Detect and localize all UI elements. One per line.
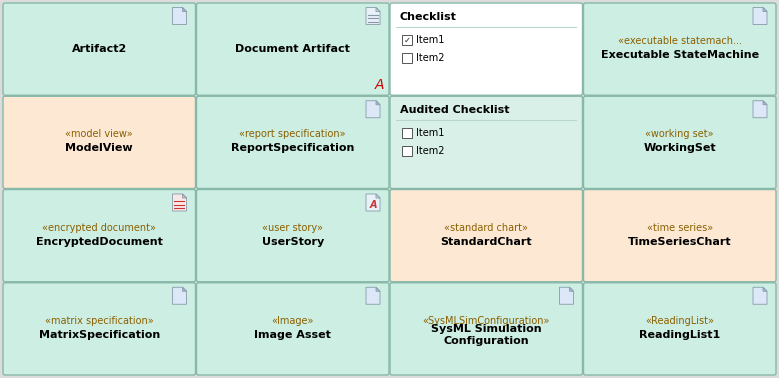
Text: «report specification»: «report specification» bbox=[239, 129, 346, 139]
Text: Executable StateMachine: Executable StateMachine bbox=[601, 50, 759, 60]
Polygon shape bbox=[763, 287, 767, 291]
FancyBboxPatch shape bbox=[390, 283, 583, 375]
Text: «executable statemach...: «executable statemach... bbox=[618, 36, 742, 46]
FancyBboxPatch shape bbox=[583, 283, 776, 375]
FancyBboxPatch shape bbox=[583, 189, 776, 282]
FancyBboxPatch shape bbox=[390, 3, 583, 95]
Text: «SysMLSimConfiguration»: «SysMLSimConfiguration» bbox=[422, 316, 550, 326]
Text: «ReadingList»: «ReadingList» bbox=[645, 316, 714, 326]
Text: StandardChart: StandardChart bbox=[440, 237, 532, 246]
FancyBboxPatch shape bbox=[196, 189, 389, 282]
Text: Artifact2: Artifact2 bbox=[72, 44, 127, 54]
Text: «matrix specification»: «matrix specification» bbox=[45, 316, 153, 326]
Text: «encrypted document»: «encrypted document» bbox=[42, 223, 156, 232]
Text: ReportSpecification: ReportSpecification bbox=[231, 143, 354, 153]
Polygon shape bbox=[753, 287, 767, 304]
Polygon shape bbox=[172, 287, 186, 304]
Polygon shape bbox=[172, 194, 186, 211]
Polygon shape bbox=[366, 101, 380, 118]
Text: ✓: ✓ bbox=[404, 36, 411, 45]
Text: A: A bbox=[374, 78, 384, 92]
Text: Audited Checklist: Audited Checklist bbox=[400, 105, 509, 115]
FancyBboxPatch shape bbox=[3, 189, 196, 282]
Polygon shape bbox=[182, 194, 186, 198]
Polygon shape bbox=[763, 8, 767, 11]
FancyBboxPatch shape bbox=[196, 96, 389, 189]
Polygon shape bbox=[753, 8, 767, 25]
Text: «working set»: «working set» bbox=[646, 129, 714, 139]
Polygon shape bbox=[366, 287, 380, 304]
Polygon shape bbox=[182, 287, 186, 291]
Text: Item1: Item1 bbox=[416, 35, 444, 45]
FancyBboxPatch shape bbox=[402, 146, 412, 156]
Polygon shape bbox=[376, 101, 380, 105]
Polygon shape bbox=[182, 8, 186, 11]
Text: Document Artifact: Document Artifact bbox=[235, 44, 351, 54]
FancyBboxPatch shape bbox=[402, 128, 412, 138]
Text: Item2: Item2 bbox=[416, 53, 445, 63]
Polygon shape bbox=[366, 8, 380, 25]
Text: Item1: Item1 bbox=[416, 128, 444, 138]
Text: SysML Simulation
Configuration: SysML Simulation Configuration bbox=[431, 324, 541, 345]
Polygon shape bbox=[569, 287, 573, 291]
FancyBboxPatch shape bbox=[583, 3, 776, 95]
Polygon shape bbox=[559, 287, 573, 304]
Text: Image Asset: Image Asset bbox=[254, 330, 331, 340]
FancyBboxPatch shape bbox=[390, 96, 583, 189]
FancyBboxPatch shape bbox=[3, 3, 196, 95]
Text: A: A bbox=[369, 200, 377, 209]
FancyBboxPatch shape bbox=[196, 283, 389, 375]
Text: ReadingList1: ReadingList1 bbox=[639, 330, 721, 340]
Text: UserStory: UserStory bbox=[262, 237, 324, 246]
FancyBboxPatch shape bbox=[3, 96, 196, 189]
Text: WorkingSet: WorkingSet bbox=[643, 143, 716, 153]
Polygon shape bbox=[753, 101, 767, 118]
Text: TimeSeriesChart: TimeSeriesChart bbox=[628, 237, 731, 246]
FancyBboxPatch shape bbox=[583, 96, 776, 189]
Text: «user story»: «user story» bbox=[263, 223, 323, 232]
Text: Item2: Item2 bbox=[416, 146, 445, 156]
Polygon shape bbox=[763, 101, 767, 105]
FancyBboxPatch shape bbox=[196, 3, 389, 95]
FancyBboxPatch shape bbox=[3, 283, 196, 375]
Polygon shape bbox=[172, 8, 186, 25]
FancyBboxPatch shape bbox=[390, 189, 583, 282]
Polygon shape bbox=[376, 287, 380, 291]
Text: «model view»: «model view» bbox=[65, 129, 133, 139]
Polygon shape bbox=[376, 8, 380, 11]
Text: Checklist: Checklist bbox=[400, 12, 456, 22]
Polygon shape bbox=[366, 194, 380, 211]
Text: «standard chart»: «standard chart» bbox=[444, 223, 528, 232]
Text: ModelView: ModelView bbox=[65, 143, 133, 153]
Text: EncryptedDocument: EncryptedDocument bbox=[36, 237, 163, 246]
Text: «Image»: «Image» bbox=[272, 316, 314, 326]
FancyBboxPatch shape bbox=[402, 53, 412, 63]
Polygon shape bbox=[376, 194, 380, 198]
Text: MatrixSpecification: MatrixSpecification bbox=[39, 330, 160, 340]
Text: «time series»: «time series» bbox=[647, 223, 713, 232]
FancyBboxPatch shape bbox=[402, 35, 412, 45]
